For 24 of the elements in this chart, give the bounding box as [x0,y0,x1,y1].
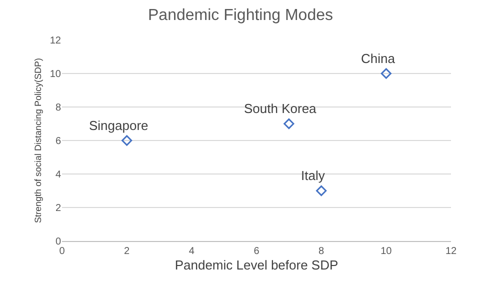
point [316,185,327,196]
point [122,135,132,146]
y-tick-label: 10 [50,69,62,80]
chart-title: Pandemic Fighting Modes [148,6,333,24]
x-tick-label: 4 [188,246,195,257]
x-axis-title: Pandemic Level before SDP [174,258,338,273]
y-tick-label: 12 [50,36,62,46]
x-tick-label: 6 [254,246,260,257]
y-tick-label: 0 [55,236,62,248]
point [380,68,392,79]
y-tick-label: 8 [55,102,62,114]
point [284,118,294,130]
annotation: China [361,51,396,66]
annotation: South Korea [244,101,318,116]
y-axis-title: Strength of social Distancing Policy(SDP) [33,58,44,224]
x-tick-label: 12 [445,246,457,257]
y-tick-label: 2 [55,203,62,214]
annotation: Italy [301,168,326,183]
x-tick-label: 2 [124,246,130,257]
annotation: Singapore [89,118,148,133]
y-tick-label: 4 [55,170,62,180]
x-tick-label: 8 [318,246,325,257]
x-tick-label: 10 [380,246,392,257]
y-tick-label: 6 [55,136,62,147]
